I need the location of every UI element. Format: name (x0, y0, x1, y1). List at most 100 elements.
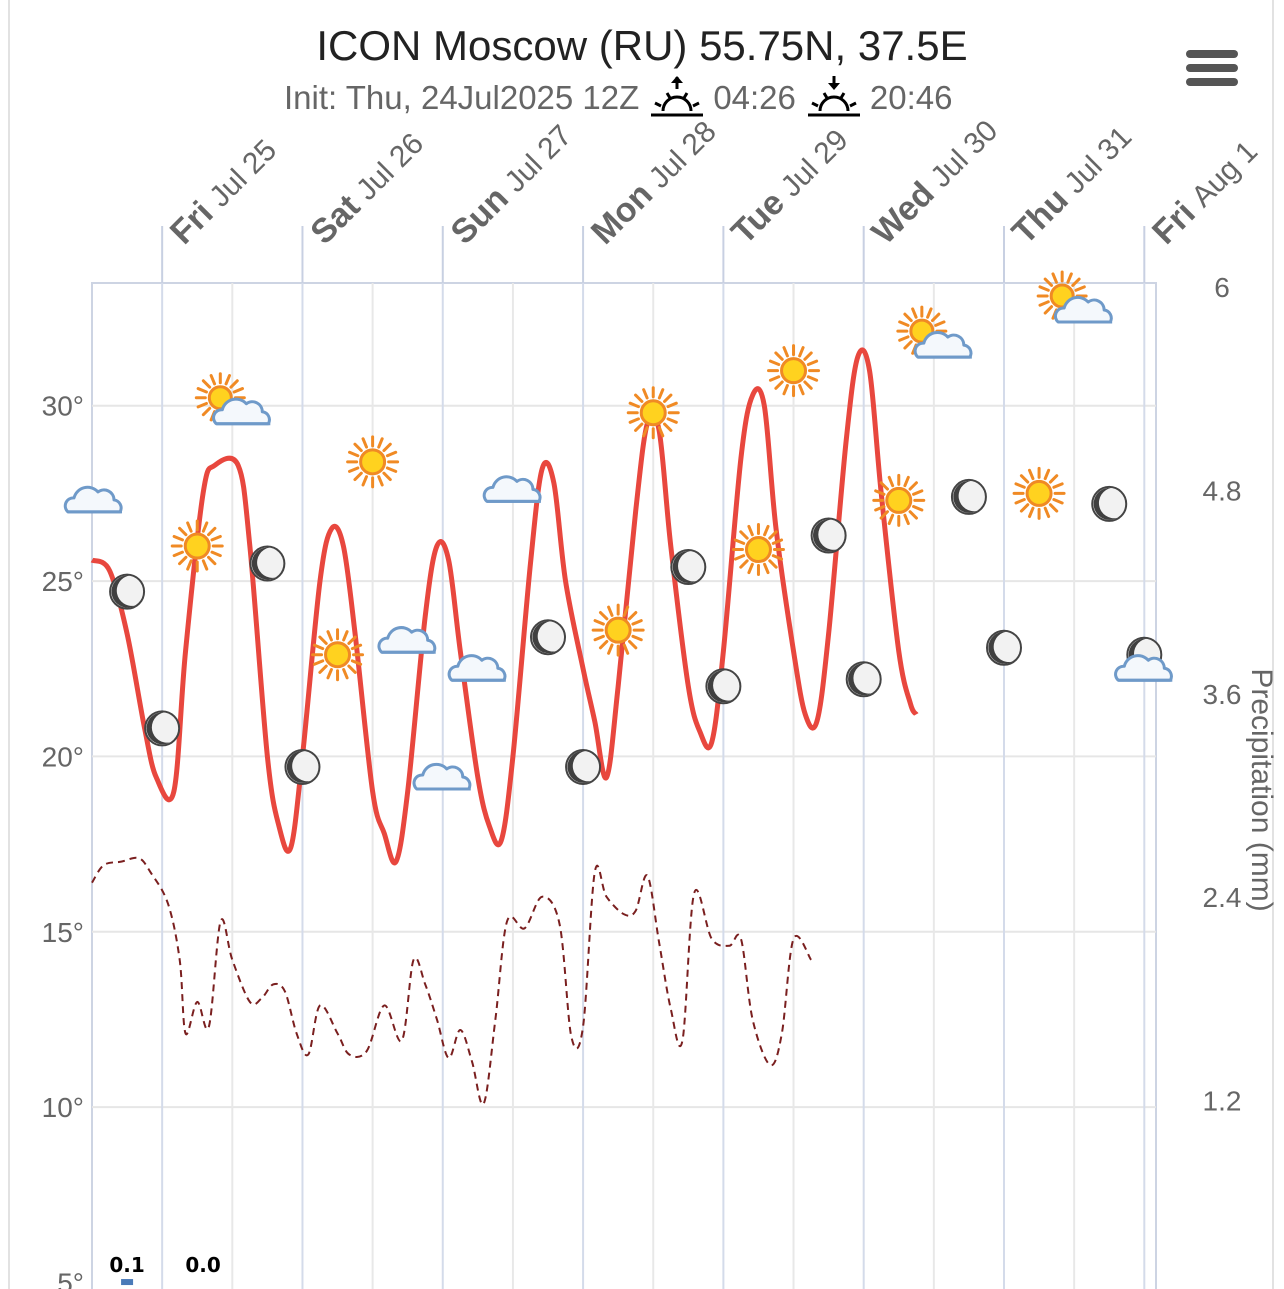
sun-ray (350, 659, 363, 666)
sun-ray (912, 489, 924, 496)
moon-icon (986, 629, 1022, 666)
day-label-date: Jul 30 (924, 114, 1004, 194)
temperature-tick: 30° (42, 391, 84, 422)
sun-ray (229, 379, 239, 389)
sun-ray (1074, 285, 1086, 292)
sun-ray (934, 320, 946, 327)
precip-tick: 1.2 (1203, 1086, 1242, 1117)
moon-crescent (953, 480, 977, 513)
day-label: Thu Jul 31 (1005, 117, 1139, 251)
sun-ray (747, 524, 754, 537)
sun-ray (879, 510, 889, 520)
sun-ray (898, 320, 910, 327)
sun-icon (591, 603, 645, 657)
temperature-tick: 5° (57, 1267, 84, 1289)
sun-ray (209, 374, 217, 386)
sun-ray (347, 664, 357, 674)
sun-ray (232, 387, 244, 394)
sun-ray (803, 351, 813, 361)
sun-ray (312, 659, 325, 666)
sun-ray (739, 530, 749, 540)
sun-ray (908, 510, 918, 520)
sun-ray (1019, 474, 1030, 484)
sun-ray (628, 401, 640, 409)
sun-icon (872, 473, 926, 527)
sun-ray (361, 475, 368, 487)
moon-icon (950, 478, 987, 515)
series (90, 347, 919, 1106)
day-label: Sun Jul 27 (444, 116, 580, 252)
precip-tick: 4.8 (1203, 475, 1242, 506)
sun-ray (903, 475, 910, 488)
sun-ray (908, 481, 918, 491)
precipitation-axis-title: Precipitation (mm) (1245, 668, 1278, 911)
sun-ray (768, 530, 778, 540)
sun-ray (806, 359, 819, 367)
moon-icon (249, 545, 286, 582)
cloud-shape (482, 475, 542, 503)
sun-ray (622, 605, 630, 617)
moon-crescent (988, 631, 1012, 664)
sun-ray (634, 422, 644, 432)
sun-ray (318, 635, 328, 645)
cloud-shape (913, 330, 973, 359)
sun-ray (385, 450, 398, 458)
moon-crescent (532, 621, 556, 654)
page-title: ICON Moscow (RU) 55.75N, 37.5E (316, 22, 968, 69)
sun-ray (628, 417, 640, 424)
sun-ray (385, 466, 398, 473)
sun-ray (657, 426, 665, 438)
moon-icon (810, 517, 847, 554)
precipitation-axis: Precipitation (mm) 1.2 2.4 3.6 4.8 6 (1203, 272, 1278, 1117)
moon-icon (109, 573, 146, 610)
sun-icon (311, 628, 365, 682)
sun-ray (186, 559, 193, 571)
sun-cloud-icon (896, 305, 973, 359)
moon-crescent (1093, 487, 1118, 520)
sun-ray (631, 619, 643, 626)
moon-icon (845, 661, 882, 698)
sun-ray (1014, 482, 1026, 489)
sun-ray (1038, 285, 1050, 292)
cloud-icon (1114, 654, 1173, 682)
sun-ray (361, 437, 368, 449)
sun-ray (887, 513, 895, 526)
sun-ray (1052, 482, 1064, 489)
grid (91, 282, 1157, 1289)
sun-ray (768, 559, 778, 569)
sun-ray (874, 505, 886, 512)
sun-ray (642, 388, 649, 400)
moon-crescent (111, 575, 136, 608)
sun-ray (898, 335, 910, 342)
sun-ray (178, 555, 188, 566)
sunset-time: 20:46 (869, 79, 953, 116)
sun-ray (350, 643, 363, 651)
day-label: Wed Jul 30 (864, 111, 1004, 251)
cloud-shape (447, 654, 507, 682)
moon-crescent (286, 750, 311, 783)
sun-ray (930, 312, 941, 323)
moon-icon (144, 710, 181, 747)
hamburger-menu-icon[interactable] (1184, 46, 1240, 90)
sun-disc (183, 532, 211, 560)
dewpoint-line (91, 856, 812, 1106)
sun-disc (885, 486, 913, 514)
cloud-shape (377, 626, 437, 654)
sun-ray (763, 562, 770, 575)
sun-ray (774, 351, 784, 361)
sun-ray (663, 393, 673, 403)
sun-ray (1043, 277, 1054, 287)
temperature-line (90, 347, 919, 866)
precip-tick: 6 (1214, 272, 1230, 303)
sun-icon (626, 386, 680, 440)
sunrise-time: 04:26 (713, 79, 796, 116)
sun-ray (782, 346, 789, 358)
moon-crescent (848, 663, 872, 696)
sun-ray (768, 359, 781, 367)
moon-crescent (813, 519, 837, 552)
sun-ray (798, 346, 805, 358)
moon-crescent (707, 670, 732, 703)
sun-ray (903, 340, 913, 350)
sun-ray (771, 538, 784, 545)
